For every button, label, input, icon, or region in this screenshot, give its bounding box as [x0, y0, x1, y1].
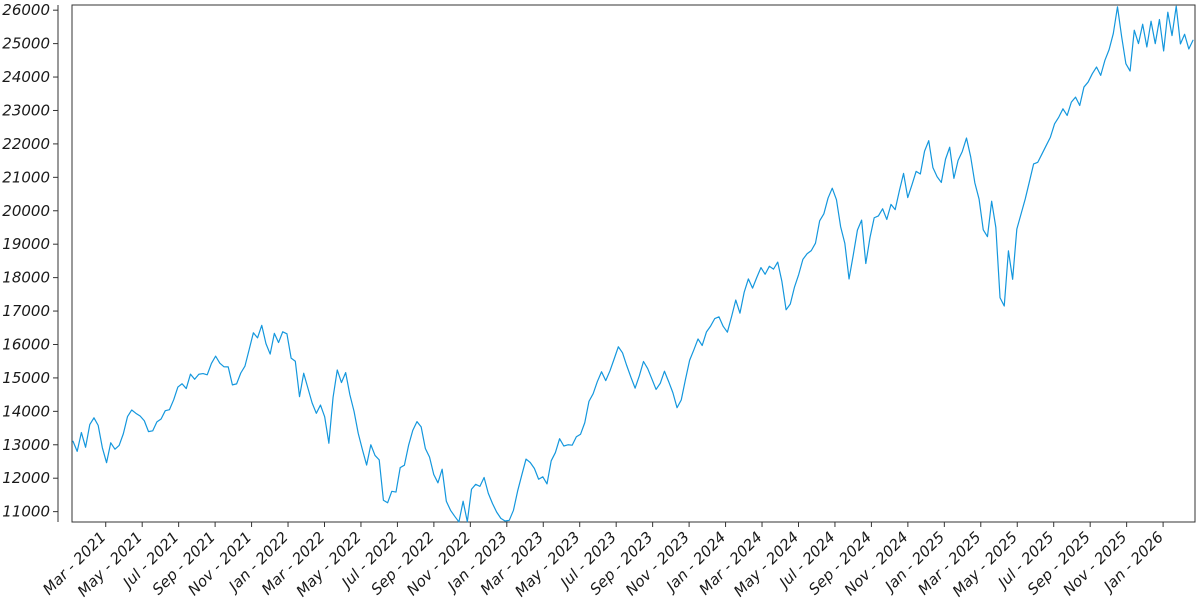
y-tick-label: 17000 — [2, 302, 50, 320]
y-tick-label: 13000 — [2, 436, 50, 454]
y-tick-label: 16000 — [2, 335, 50, 353]
y-tick-label: 21000 — [2, 168, 50, 186]
y-tick-label: 25000 — [2, 35, 50, 53]
y-tick-label: 20000 — [2, 202, 50, 220]
y-tick-label: 15000 — [2, 369, 50, 387]
plot-frame — [71, 4, 1196, 523]
y-tick-label: 26000 — [2, 1, 50, 19]
y-tick-label: 19000 — [2, 235, 50, 253]
price-series-line — [72, 5, 1194, 523]
y-tick-label: 12000 — [2, 469, 50, 487]
y-tick-label: 11000 — [2, 503, 50, 521]
y-tick-label: 24000 — [2, 68, 50, 86]
y-tick-label: 22000 — [2, 135, 50, 153]
y-tick-label: 18000 — [2, 269, 50, 287]
y-tick-label: 14000 — [2, 402, 50, 420]
y-tick-label: 23000 — [2, 101, 50, 119]
